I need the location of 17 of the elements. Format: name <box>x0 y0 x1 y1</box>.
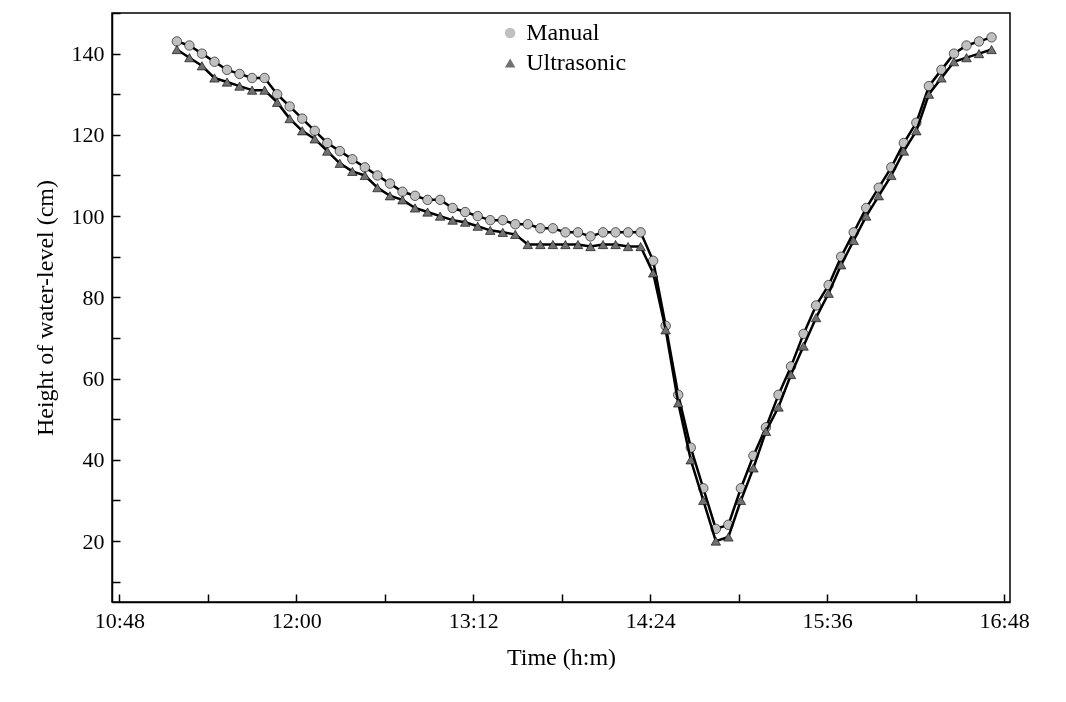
y-tick-label: 120 <box>71 122 105 148</box>
y-tick-label: 140 <box>71 41 105 67</box>
x-tick-label: 16:48 <box>979 607 1030 633</box>
x-tick-label: 10:48 <box>94 607 145 633</box>
x-tick-label: 14:24 <box>625 607 676 633</box>
x-tick-label: 13:12 <box>448 607 499 633</box>
legend-label: Manual <box>526 19 600 45</box>
y-tick-label: 20 <box>82 528 105 554</box>
y-tick-label: 80 <box>82 284 105 310</box>
y-tick-label: 60 <box>82 366 105 392</box>
y-axis-title: Height of water-level (cm) <box>31 179 58 437</box>
y-tick-label: 100 <box>71 203 105 229</box>
legend-label: Ultrasonic <box>526 49 627 75</box>
x-axis-title: Time (h:m) <box>506 643 617 670</box>
x-tick-label: 15:36 <box>802 607 853 633</box>
y-tick-label: 40 <box>82 447 105 473</box>
x-tick-label: 12:00 <box>271 607 322 633</box>
